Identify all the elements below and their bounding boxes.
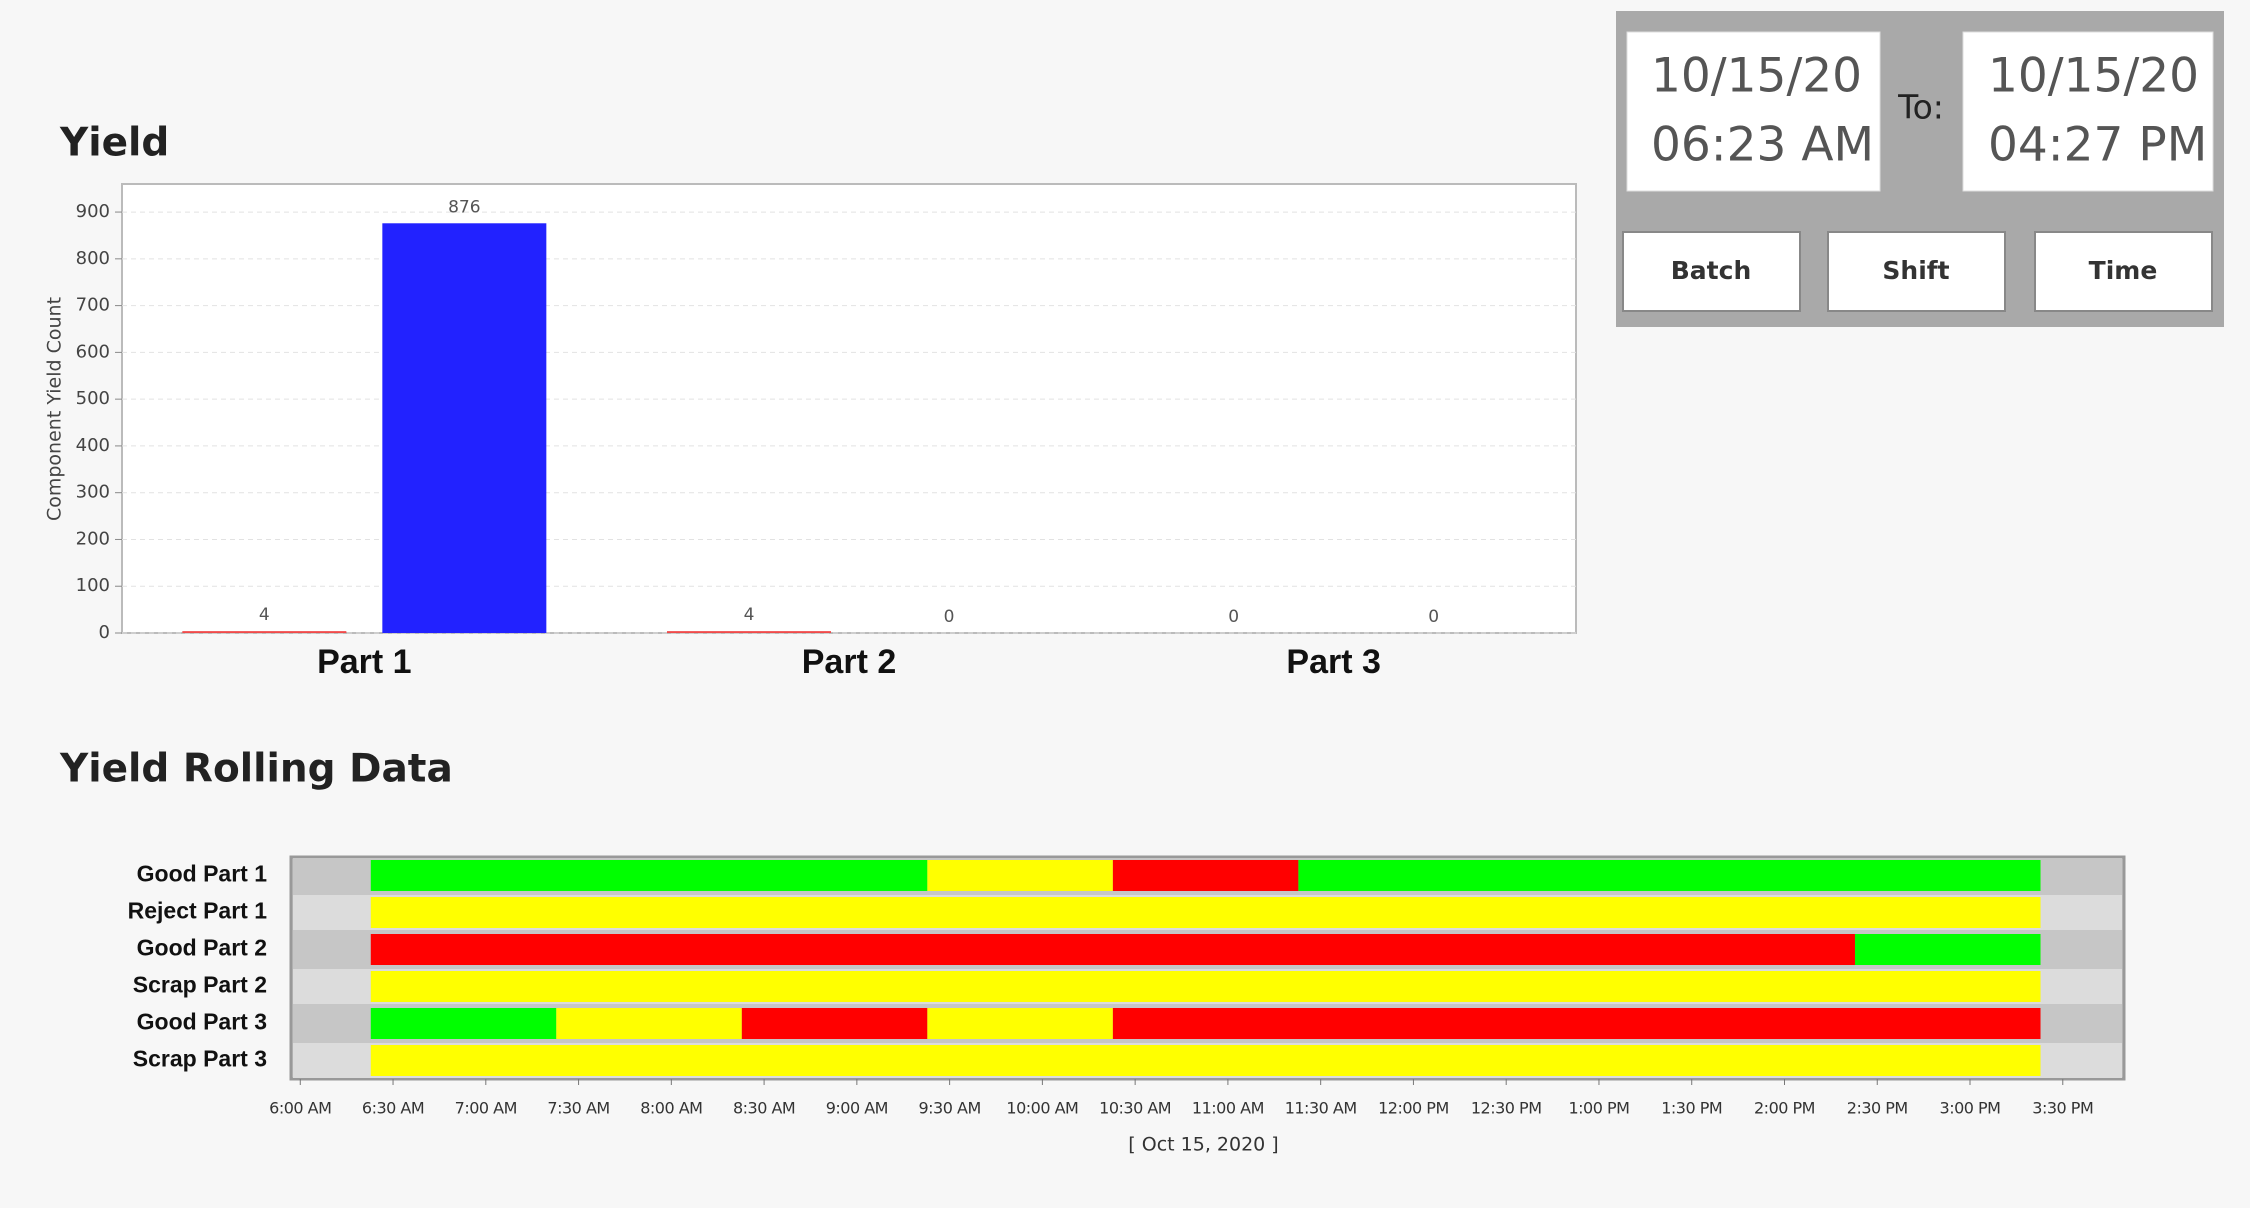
segment: [1112, 1008, 2041, 1039]
x-tick-label: Part 3: [1286, 643, 1381, 681]
plot-area: [289, 855, 2126, 1081]
x-tick-label: 7:30 AM: [547, 1099, 609, 1118]
segment: [556, 1008, 742, 1039]
y-tick-label: 400: [76, 435, 110, 456]
y-tick-label: 800: [76, 248, 110, 269]
chart-title: Yield: [59, 121, 169, 166]
rolling-chart: Yield Rolling Data Good Part 1 Reject Part…: [59, 747, 2126, 1156]
segment: [370, 860, 928, 891]
bar: [667, 631, 831, 633]
to-box[interactable]: [1962, 31, 2214, 192]
row-label: Good Part 2: [137, 935, 267, 961]
button-label[interactable]: Time: [2089, 256, 2158, 285]
x-tick-label: 3:00 PM: [1940, 1099, 2001, 1118]
y-tick-label: 500: [76, 388, 110, 409]
x-tick-label: Part 1: [317, 643, 412, 681]
to-date: 10/15/20: [1988, 49, 2199, 104]
x-tick-label: 11:30 AM: [1285, 1099, 1357, 1118]
value-label: 0: [1428, 607, 1439, 627]
segment: [1298, 860, 2041, 891]
y-tick-label: 900: [76, 201, 110, 222]
button-face[interactable]: [1622, 231, 1801, 312]
x-tick-label: 2:30 PM: [1847, 1099, 1908, 1118]
segment: [370, 897, 2041, 928]
row-label: Scrap Part 3: [133, 1046, 267, 1072]
value-label: 0: [944, 607, 955, 627]
x-tick-label: 8:30 AM: [733, 1099, 795, 1118]
x-tick-label: 9:30 AM: [918, 1099, 980, 1118]
x-tick-label: 12:00 PM: [1378, 1099, 1449, 1118]
y-axis-label: Component Yield Count: [44, 297, 66, 521]
x-tick-label: 6:00 AM: [269, 1099, 331, 1118]
row-label: Good Part 1: [137, 861, 268, 887]
bar: [182, 631, 347, 633]
x-axis-label: [ Oct 15, 2020 ]: [1128, 1134, 1278, 1156]
y-tick-label: 200: [76, 528, 110, 549]
y-tick-label: 100: [76, 575, 110, 596]
segment: [741, 1008, 928, 1039]
to-label: To:: [1897, 88, 1944, 127]
x-tick-label: Part 2: [802, 643, 897, 681]
x-tick-label: 12:30 PM: [1471, 1099, 1542, 1118]
x-tick-label: 9:00 AM: [826, 1099, 888, 1118]
value-label: 4: [744, 605, 755, 625]
segment: [927, 860, 1113, 891]
segment: [370, 1008, 557, 1039]
row-label: Reject Part 1: [128, 898, 268, 924]
value-label: 4: [259, 605, 270, 625]
x-tick-label: 7:00 AM: [455, 1099, 517, 1118]
x-tick-label: 6:30 AM: [362, 1099, 424, 1118]
button-label[interactable]: Batch: [1671, 256, 1752, 285]
button[interactable]: Time: [2034, 231, 2213, 312]
segment: [1112, 860, 1299, 891]
from-date: 10/15/20: [1651, 49, 1862, 104]
x-tick-label: 8:00 AM: [640, 1099, 702, 1118]
x-tick-label: 2:00 PM: [1754, 1099, 1815, 1118]
y-tick-label: 700: [76, 295, 110, 316]
button-face[interactable]: [2034, 231, 2213, 312]
to-time: 04:27 PM: [1988, 118, 2207, 173]
x-tick-label: 1:00 PM: [1568, 1099, 1629, 1118]
chart-title: Yield Rolling Data: [59, 747, 453, 792]
segment: [1854, 934, 2041, 965]
value-label: 0: [1228, 607, 1239, 627]
button-label[interactable]: Shift: [1882, 256, 1949, 285]
from-time: 06:23 AM: [1651, 118, 1874, 173]
segment: [370, 1045, 2041, 1076]
x-tick-label: 1:30 PM: [1661, 1099, 1722, 1118]
x-tick-label: 10:00 AM: [1006, 1099, 1078, 1118]
x-tick-label: 10:30 AM: [1099, 1099, 1171, 1118]
y-tick-label: 600: [76, 341, 110, 362]
button[interactable]: Batch: [1622, 231, 1801, 312]
segment: [370, 971, 2041, 1002]
bar: [382, 223, 547, 633]
y-tick-label: 300: [76, 482, 110, 503]
segment: [370, 934, 1855, 965]
plot-area: [121, 183, 1577, 634]
row-label: Scrap Part 2: [133, 972, 267, 998]
x-tick-label: 3:30 PM: [2032, 1099, 2093, 1118]
x-tick-label: 11:00 AM: [1192, 1099, 1264, 1118]
value-label: 876: [448, 197, 480, 217]
row-label: Good Part 3: [137, 1009, 267, 1035]
y-tick-label: 0: [99, 622, 110, 643]
from-box[interactable]: [1626, 31, 1881, 192]
button-face[interactable]: [1827, 231, 2006, 312]
button[interactable]: Shift: [1827, 231, 2006, 312]
button-group: Batch Shift Time: [1622, 231, 2213, 312]
segment: [927, 1008, 1113, 1039]
